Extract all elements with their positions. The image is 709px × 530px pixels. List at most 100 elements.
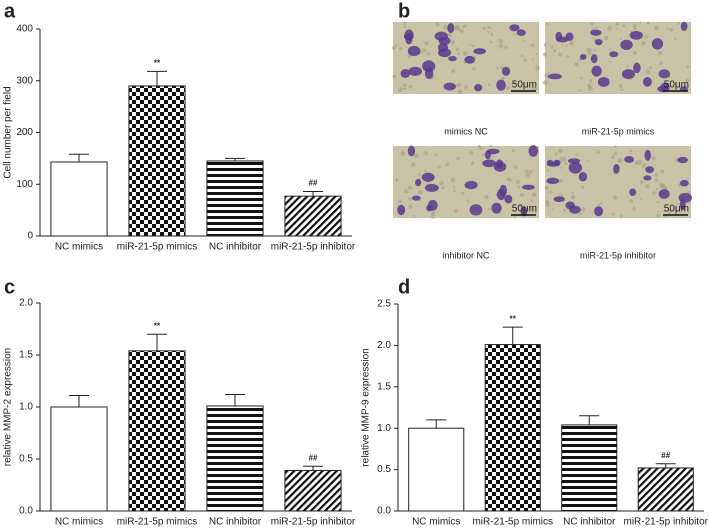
pore — [398, 199, 402, 203]
micrograph-label: miR-21-5p mimics — [582, 126, 655, 136]
cell — [443, 82, 456, 91]
y-tick-label: 400 — [16, 24, 33, 35]
pore — [557, 52, 563, 57]
cell — [520, 206, 528, 217]
cell — [677, 156, 688, 164]
pore — [637, 159, 643, 165]
pore — [452, 185, 456, 189]
pore — [407, 54, 411, 59]
pore — [674, 37, 677, 40]
pore — [431, 215, 435, 219]
cell — [633, 62, 641, 74]
pore — [588, 85, 593, 91]
pore — [593, 48, 597, 52]
scale-bar-label: 50μm — [664, 204, 689, 215]
cell — [400, 69, 411, 78]
pore — [617, 158, 623, 163]
pore — [455, 47, 459, 51]
y-tick-label: 1.5 — [377, 381, 391, 392]
pore — [439, 180, 444, 186]
pore — [544, 73, 550, 79]
pore — [417, 189, 423, 195]
y-tick-label: 0.0 — [19, 506, 33, 517]
pore — [511, 149, 516, 153]
micrograph-label: miR-21-5p inhibitor — [580, 250, 656, 260]
cell — [422, 60, 436, 73]
cell — [528, 145, 539, 157]
pore — [447, 33, 452, 38]
pore — [570, 194, 576, 200]
pore — [417, 173, 421, 177]
pore — [402, 83, 407, 88]
y-tick-label: 100 — [16, 179, 33, 190]
pore — [484, 194, 489, 200]
pore — [667, 209, 672, 214]
pore — [684, 83, 687, 87]
x-tick-label: miR-21-5p mimics — [117, 242, 198, 253]
pore — [513, 164, 518, 170]
pore — [457, 52, 461, 56]
cell — [447, 22, 455, 34]
bar — [128, 85, 186, 237]
x-tick-label: NC inhibitor — [209, 517, 262, 528]
y-axis-label: relative MMP-9 expression — [361, 348, 372, 466]
cell — [591, 65, 602, 77]
cell — [469, 204, 483, 216]
pore — [648, 66, 653, 70]
pore — [422, 48, 427, 53]
pore — [614, 151, 618, 156]
pore — [569, 40, 575, 46]
pore — [654, 173, 659, 177]
cell — [546, 161, 560, 167]
x-tick-label: miR-21-5p mimics — [472, 517, 553, 528]
pore — [506, 177, 510, 181]
pore — [634, 28, 637, 31]
pore — [563, 208, 566, 212]
cell — [578, 172, 588, 182]
y-tick-label: 2.0 — [377, 340, 391, 351]
pore — [608, 60, 611, 63]
x-tick-label: NC mimics — [412, 517, 460, 528]
pore — [506, 86, 510, 90]
pore — [398, 46, 403, 51]
pore — [525, 172, 531, 178]
pore — [676, 202, 679, 205]
pore — [407, 185, 412, 190]
pore — [424, 41, 429, 46]
pore — [619, 214, 623, 218]
pore — [645, 69, 651, 75]
pore — [408, 197, 412, 201]
pore — [571, 191, 575, 195]
cell — [568, 161, 583, 174]
pore — [659, 182, 665, 188]
panel-label: b — [398, 0, 410, 22]
pore — [640, 180, 644, 184]
cell — [629, 188, 637, 196]
pore — [457, 89, 463, 94]
cell — [516, 29, 526, 36]
pore — [459, 28, 464, 34]
bar — [561, 424, 618, 512]
pore — [508, 178, 512, 182]
cell — [464, 55, 476, 64]
x-tick-label: miR-21-5p mimics — [117, 517, 198, 528]
x-tick-label: NC mimics — [55, 242, 103, 253]
micrograph-label: inhibitor NC — [442, 250, 490, 260]
pore — [640, 197, 643, 200]
pore — [463, 85, 468, 90]
pore — [666, 27, 669, 30]
pore — [587, 51, 592, 56]
pore — [609, 48, 612, 51]
pore — [450, 40, 456, 45]
cell — [495, 159, 504, 169]
pore — [612, 195, 618, 200]
pore — [646, 21, 650, 25]
cell — [590, 29, 602, 36]
x-tick-label: miR-21-5p inhibitor — [271, 242, 356, 253]
pore — [676, 21, 680, 25]
pore — [470, 162, 474, 166]
pore — [498, 38, 504, 44]
pore — [622, 24, 626, 28]
pore — [515, 180, 521, 185]
pore — [403, 25, 407, 29]
